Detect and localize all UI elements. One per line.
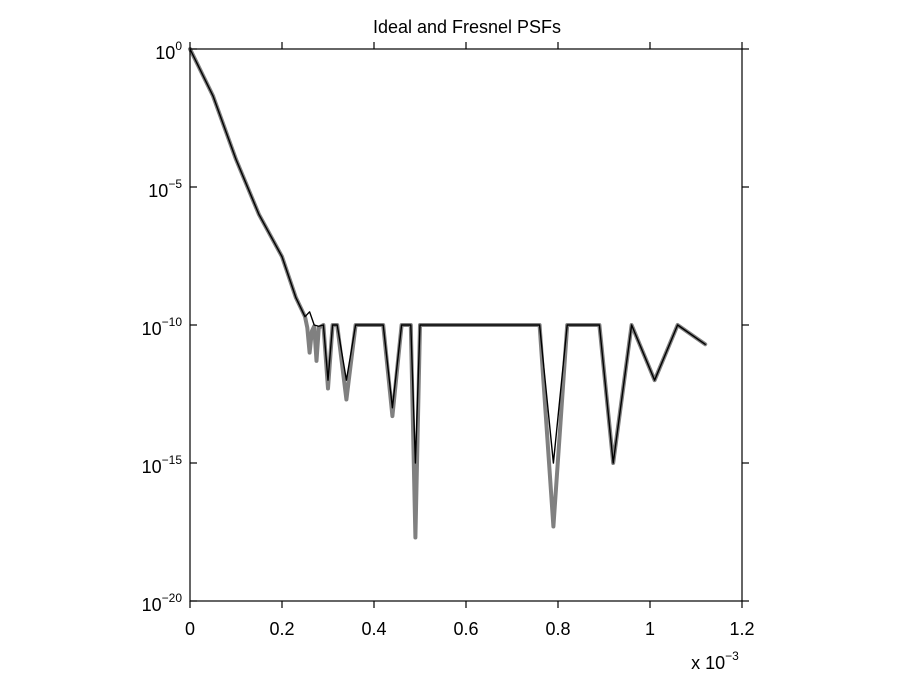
x-tick-label: 0.6 (453, 619, 478, 639)
x-tick-label: 1.2 (729, 619, 754, 639)
x-multiplier-base: x 10 (691, 653, 725, 673)
y-tick-label: 100 (155, 39, 182, 63)
y-tick-label-exp: −15 (162, 453, 183, 467)
series-line-1 (189, 48, 706, 464)
x-multiplier-exp: −3 (725, 649, 739, 663)
x-tick-label: 0.4 (361, 619, 386, 639)
y-tick-label: 10−20 (142, 591, 183, 615)
chart-title: Ideal and Fresnel PSFs (373, 17, 561, 37)
x-tick-label: 0.2 (269, 619, 294, 639)
y-tick-label-exp: −20 (162, 591, 183, 605)
y-tick-label-exp: −5 (168, 177, 182, 191)
x-tick-label: 0 (185, 619, 195, 639)
x-multiplier-label: x 10−3 (691, 649, 739, 673)
x-tick-label: 1 (645, 619, 655, 639)
y-tick-label-exp: 0 (175, 39, 182, 53)
y-tick-label: 10−10 (142, 315, 183, 339)
y-tick-label-base: 10 (142, 457, 162, 477)
series-layer (188, 47, 708, 540)
y-tick-label: 10−15 (142, 453, 183, 477)
y-tick-label: 10−5 (148, 177, 182, 201)
x-tick-label: 0.8 (545, 619, 570, 639)
y-tick-label-base: 10 (142, 595, 162, 615)
y-tick-label-base: 10 (142, 319, 162, 339)
y-tick-label-base: 10 (148, 181, 168, 201)
series-line-0 (188, 47, 708, 540)
y-tick-label-exp: −10 (162, 315, 183, 329)
y-tick-label-base: 10 (155, 43, 175, 63)
